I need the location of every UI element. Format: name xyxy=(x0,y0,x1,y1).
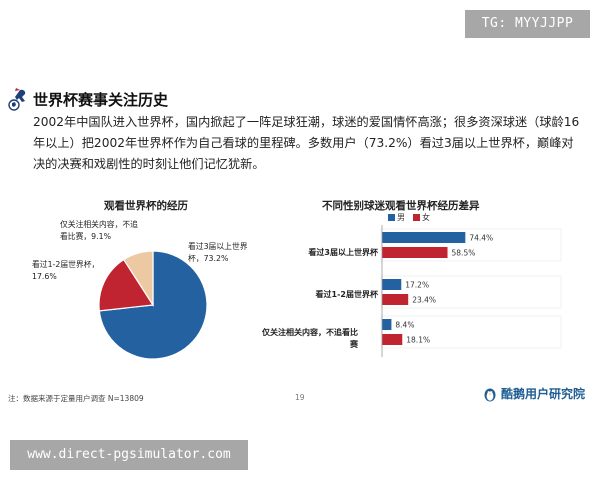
bar-category-3plus: 看过3届以上世界杯 xyxy=(308,248,378,257)
pie-slice-1to2 xyxy=(98,258,155,312)
pie-label-3plus: 看过3届以上世界杯，73.2% xyxy=(188,242,248,263)
bar-male-content-only xyxy=(382,319,392,330)
bar-value-label-female-content-only: 18.1% xyxy=(406,336,430,345)
bar-female-1to2 xyxy=(382,294,409,305)
bar-female-3plus xyxy=(382,247,448,258)
section-title: 世界杯赛事关注历史 xyxy=(33,91,169,109)
legend-item-female: 女 xyxy=(413,212,430,223)
legend-item-male: 男 xyxy=(388,212,405,223)
bar-value-label-male-content-only: 8.4% xyxy=(395,321,414,330)
watermark-bottom: www.direct-pgsimulator.com xyxy=(10,440,248,470)
bar-chart-legend: 男 女 xyxy=(388,212,430,223)
bar-female-content-only xyxy=(382,334,403,345)
bar-value-label-male-3plus: 74.4% xyxy=(469,234,493,243)
pie-label-content-only: 仅关注相关内容，不追看比赛，9.1% xyxy=(60,220,138,241)
bar-value-label-female-1to2: 23.4% xyxy=(412,296,436,305)
watermark-top: TG: MYYJJPP xyxy=(465,10,590,38)
bar-chart-title: 不同性别球迷观看世界杯经历差异 xyxy=(322,200,480,212)
pie-label-1to2: 看过1-2届世界杯，17.6% xyxy=(32,260,100,281)
bar-category-1to2: 看过1-2届世界杯 xyxy=(315,290,378,299)
soccer-player-icon xyxy=(8,88,26,111)
bar-chart: 74.4% 17.2% 8.4% 58.5% 23.4% 18.1% xyxy=(380,225,562,357)
bar-group-frame-content-only xyxy=(380,315,562,349)
brand-name: 酷鹅用户研究院 xyxy=(501,387,586,401)
penguin-logo-icon xyxy=(484,388,496,401)
page-number: 19 xyxy=(295,393,305,402)
bar-male-3plus xyxy=(382,232,466,243)
section-paragraph: 2002年中国队进入世界杯，国内掀起了一阵足球狂潮，球迷的爱国情怀高涨；很多资深… xyxy=(33,115,580,171)
pie-chart xyxy=(98,250,208,360)
bar-male-1to2 xyxy=(382,279,402,290)
brand: 酷鹅用户研究院 xyxy=(482,385,585,402)
bar-group-frame-1to2 xyxy=(380,275,562,309)
pie-chart-title: 观看世界杯的经历 xyxy=(104,200,188,212)
pie-slice-content-only xyxy=(122,250,154,308)
data-source-note: 注：数据来源于定量用户调查 N=13809 xyxy=(8,394,144,403)
bar-value-label-male-1to2: 17.2% xyxy=(405,281,429,290)
bar-group-frame-3plus xyxy=(380,228,562,262)
bar-value-label-female-3plus: 58.5% xyxy=(452,249,476,258)
bar-category-content-only: 仅关注相关内容，不追看比赛 xyxy=(262,328,358,349)
